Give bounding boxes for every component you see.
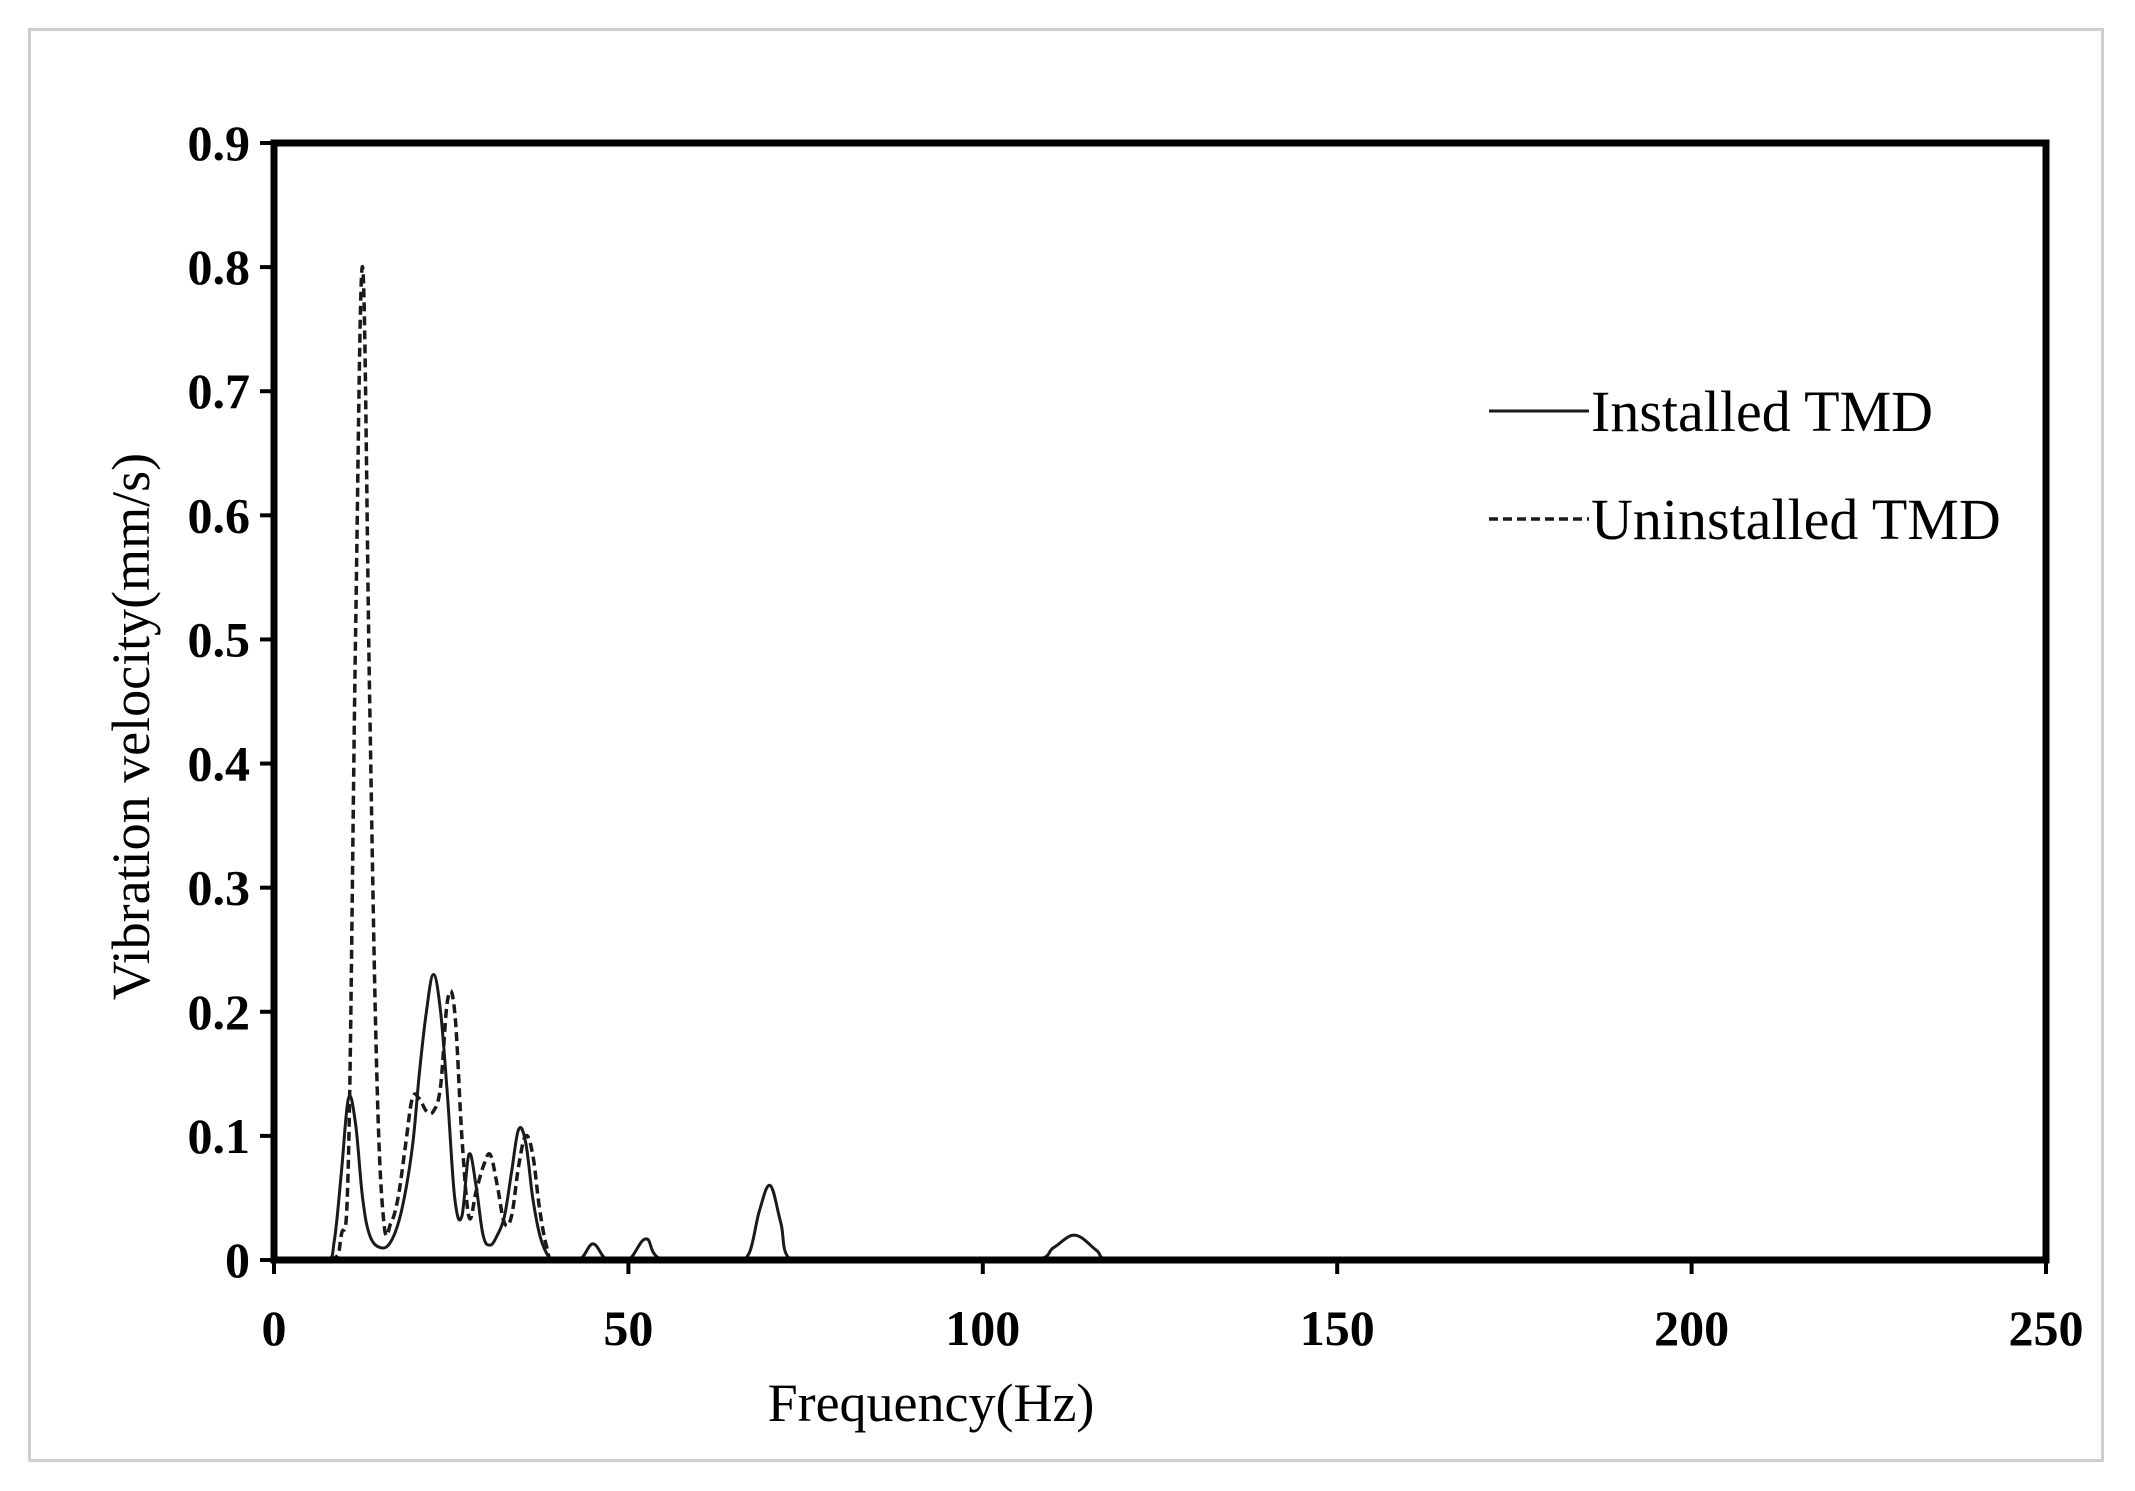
x-axis-title: Frequency(Hz) bbox=[768, 1373, 1095, 1433]
figure-frame: 0 50 100 150 200 250 0 0.1 0.2 0.3 0.4 0.5 0.6 0.7 0.… bbox=[28, 28, 2104, 1462]
y-tick-label: 0.2 bbox=[188, 984, 251, 1040]
y-axis: 0 0.1 0.2 0.3 0.4 0.5 0.6 0.7 0.8 0.9 bbox=[188, 115, 274, 1288]
x-tick-label: 100 bbox=[945, 1300, 1020, 1356]
x-tick-label: 0 bbox=[262, 1300, 287, 1356]
y-tick-label: 0.8 bbox=[188, 239, 251, 295]
x-axis: 0 50 100 150 200 250 bbox=[262, 1260, 2084, 1356]
legend: Installed TMD Uninstalled TMD bbox=[1489, 379, 2001, 552]
plot-area-border bbox=[270, 139, 2050, 1264]
y-axis-title: Vibration velocity(mm/s) bbox=[101, 453, 161, 1000]
y-tick-label: 0.1 bbox=[188, 1108, 251, 1164]
chart: 0 50 100 150 200 250 0 0.1 0.2 0.3 0.4 0.5 0.6 0.7 0.… bbox=[101, 115, 2084, 1433]
x-tick-label: 50 bbox=[603, 1300, 653, 1356]
y-tick-label: 0.4 bbox=[188, 736, 251, 792]
x-tick-label: 200 bbox=[1654, 1300, 1729, 1356]
series-line-uninstalled-tmd bbox=[274, 265, 2046, 1262]
y-tick-label: 0.6 bbox=[188, 487, 251, 543]
y-tick-label: 0.7 bbox=[188, 363, 251, 419]
x-tick-label: 150 bbox=[1300, 1300, 1375, 1356]
y-tick-label: 0.5 bbox=[188, 611, 251, 667]
x-tick-label: 250 bbox=[2009, 1300, 2084, 1356]
y-tick-label: 0.9 bbox=[188, 115, 251, 171]
y-tick-label: 0 bbox=[225, 1232, 250, 1288]
legend-label-installed-tmd: Installed TMD bbox=[1591, 379, 1933, 444]
legend-label-uninstalled-tmd: Uninstalled TMD bbox=[1591, 487, 2001, 552]
y-tick-label: 0.3 bbox=[188, 860, 251, 916]
